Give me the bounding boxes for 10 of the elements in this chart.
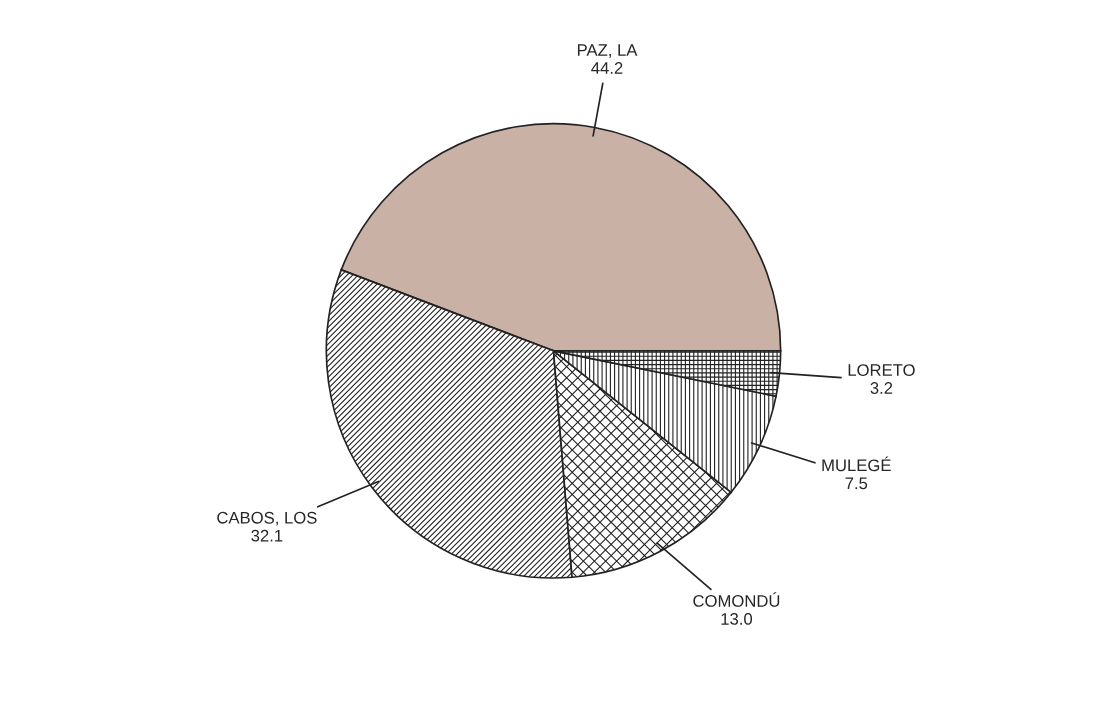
data-label: 32.1 [251, 529, 283, 542]
data-label: 44.2 [591, 62, 623, 74]
slice-label: PAZ, LA [577, 44, 638, 58]
data-label: 13.0 [721, 613, 753, 625]
data-label: 7.5 [845, 477, 868, 490]
data-label: 3.2 [870, 382, 893, 394]
slice-label: LORETO [848, 364, 915, 376]
slice-label: COMONDÚ [693, 592, 780, 607]
slice-label: CABOS, LOS [217, 511, 317, 526]
slice-label: MULEGÉ [822, 456, 891, 472]
